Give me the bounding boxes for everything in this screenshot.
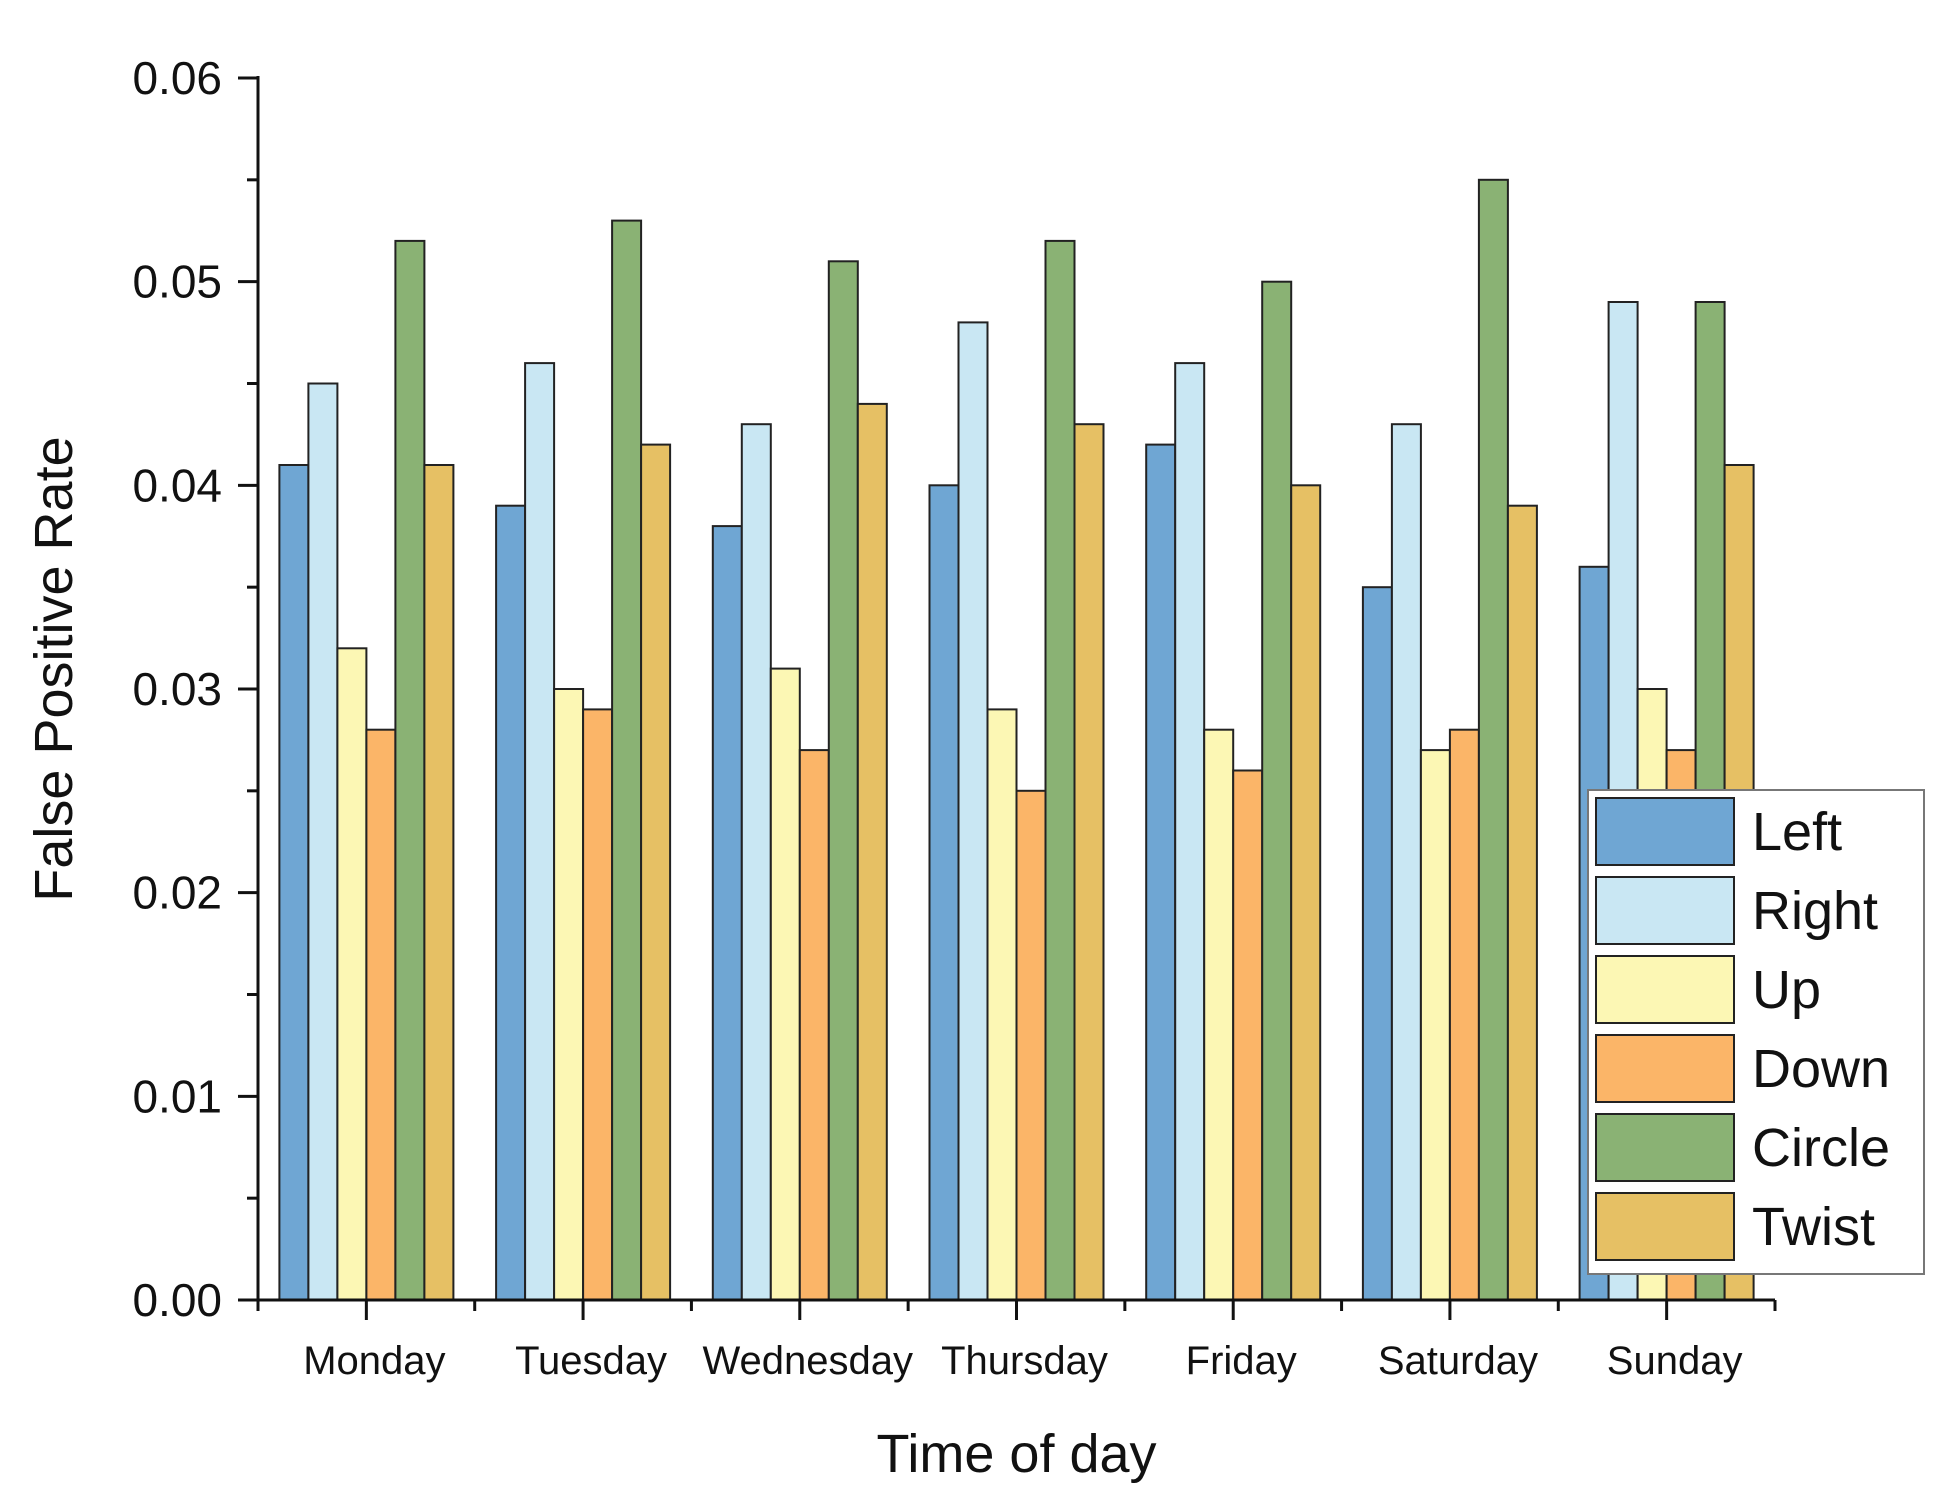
bar-twist-monday <box>423 464 455 1301</box>
bar-twist-wednesday <box>856 402 888 1301</box>
legend-label-up: Up <box>1752 960 1821 1020</box>
bar-left-monday <box>278 464 310 1301</box>
y-tick-label: 0.05 <box>132 256 222 308</box>
bar-up-saturday <box>1419 749 1451 1301</box>
legend-swatch-left <box>1595 797 1735 866</box>
legend-label-right: Right <box>1752 881 1878 941</box>
y-tick-label: 0.03 <box>132 663 222 715</box>
bar-up-tuesday <box>553 688 585 1301</box>
bars-layer <box>278 178 1755 1302</box>
bar-circle-saturday <box>1477 178 1509 1301</box>
bar-left-thursday <box>928 484 960 1301</box>
x-tick-label-wednesday: Wednesday <box>703 1339 914 1383</box>
labels-layer: Time of day False Positive Rate <box>24 436 1157 1484</box>
bar-down-monday <box>365 728 397 1301</box>
bar-down-thursday <box>1015 789 1047 1301</box>
bar-twist-friday <box>1290 484 1322 1301</box>
x-tick-label-monday: Monday <box>303 1339 445 1383</box>
bar-circle-monday <box>394 239 426 1301</box>
bar-right-tuesday <box>524 362 556 1302</box>
y-tick-label: 0.06 <box>132 52 222 104</box>
bar-circle-tuesday <box>611 219 643 1302</box>
bar-up-friday <box>1203 728 1235 1301</box>
legend-label-twist: Twist <box>1752 1197 1875 1257</box>
x-tick-label-friday: Friday <box>1186 1339 1297 1383</box>
bar-down-tuesday <box>582 708 614 1301</box>
bar-right-saturday <box>1390 423 1422 1301</box>
bar-left-tuesday <box>495 504 527 1301</box>
legend-label-down: Down <box>1752 1039 1890 1099</box>
bar-right-wednesday <box>740 423 772 1301</box>
x-axis-title: Time of day <box>876 1424 1156 1484</box>
legend-swatch-twist <box>1595 1192 1735 1261</box>
legend-swatch-right <box>1595 876 1735 945</box>
bar-twist-tuesday <box>640 443 672 1302</box>
x-tick-label-thursday: Thursday <box>941 1339 1108 1383</box>
bar-twist-saturday <box>1506 504 1538 1301</box>
bar-up-wednesday <box>769 667 801 1301</box>
axes-layer: 0.00 0.01 0.02 0.03 0.04 0.05 0.06 Monday Tuesda… <box>132 52 1777 1383</box>
bar-down-wednesday <box>798 749 830 1301</box>
y-tick-label: 0.02 <box>132 867 222 919</box>
legend-label-left: Left <box>1752 802 1842 862</box>
bar-up-thursday <box>986 708 1018 1301</box>
bar-up-monday <box>336 647 368 1301</box>
legend-label-circle: Circle <box>1752 1118 1890 1178</box>
bar-left-wednesday <box>711 525 743 1301</box>
bar-down-friday <box>1232 769 1264 1301</box>
bar-circle-friday <box>1261 280 1293 1301</box>
bar-circle-wednesday <box>827 260 859 1301</box>
y-tick-label: 0.01 <box>132 1070 222 1122</box>
y-tick-label: 0.04 <box>132 459 222 511</box>
bar-circle-thursday <box>1044 239 1076 1301</box>
bar-right-monday <box>307 382 339 1301</box>
x-tick-label-saturday: Saturday <box>1378 1339 1538 1383</box>
bar-right-thursday <box>957 321 989 1301</box>
legend-swatch-circle <box>1595 1113 1735 1182</box>
legend-swatch-up <box>1595 955 1735 1024</box>
y-axis-title: False Positive Rate <box>24 436 84 901</box>
y-tick-label: 0.00 <box>132 1274 222 1326</box>
bar-right-friday <box>1174 362 1206 1302</box>
legend-swatch-down <box>1595 1034 1735 1103</box>
x-tick-label-sunday: Sunday <box>1607 1339 1743 1383</box>
bar-left-friday <box>1145 443 1177 1302</box>
bar-left-saturday <box>1361 586 1393 1301</box>
bar-twist-thursday <box>1073 423 1105 1301</box>
bar-down-saturday <box>1448 728 1480 1301</box>
legend: Left Right Up Down Circle Twist <box>1587 789 1925 1275</box>
x-tick-label-tuesday: Tuesday <box>515 1339 667 1383</box>
